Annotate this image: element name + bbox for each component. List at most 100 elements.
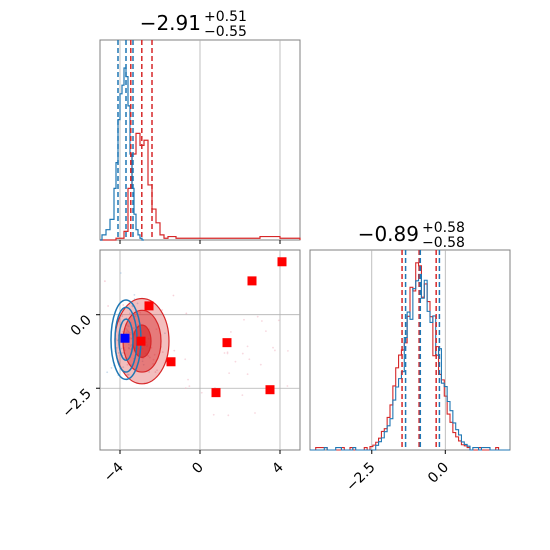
sample-dot (185, 312, 188, 315)
sample-dot (141, 360, 144, 363)
sample-dot (127, 331, 130, 333)
sample-dot (152, 363, 155, 365)
sample-dot (241, 352, 244, 355)
sample-dot (139, 311, 142, 314)
sample-dot (243, 318, 245, 321)
marginal-histogram-param2: −2.5 0.0 −0.89 +0.58 −0.58 (309, 220, 511, 495)
sample-dot (153, 353, 156, 356)
sample-dot (127, 374, 129, 376)
sample-dot (116, 339, 119, 342)
blue-histogram-series (100, 67, 144, 241)
sample-dot (133, 293, 136, 296)
sample-dot (121, 315, 124, 317)
sample-dot (260, 320, 263, 322)
sample-dot (127, 346, 130, 349)
sample-dot (149, 356, 151, 359)
red-marker (144, 301, 154, 311)
red-marker (277, 257, 287, 267)
sample-dot (154, 371, 157, 373)
sample-dot (277, 319, 280, 322)
sample-dot (103, 280, 106, 283)
sample-dot (184, 358, 187, 361)
sample-dot (212, 413, 215, 416)
sample-dot (130, 344, 133, 346)
red-marker (136, 336, 146, 346)
sample-dot (156, 369, 158, 372)
title-param2-sup: +0.58 (422, 220, 465, 236)
sample-dot (248, 358, 251, 361)
sample-dot (136, 324, 139, 326)
sample-dot (118, 320, 121, 323)
sample-dot (164, 332, 166, 335)
sample-dot (188, 385, 191, 388)
sample-dot (187, 378, 189, 381)
sample-dot (259, 363, 262, 366)
sample-dot (147, 355, 150, 357)
sample-dot (128, 331, 131, 334)
sample-dot (122, 304, 125, 306)
sample-dot (241, 394, 244, 397)
sample-dot (121, 330, 124, 333)
title-param1-sub: −0.55 (204, 24, 247, 40)
title-param2-sub: −0.58 (422, 235, 465, 251)
x-tick-label: 0 (189, 460, 207, 478)
sample-dot (134, 315, 137, 318)
sample-dot (148, 371, 151, 373)
sample-dot (133, 327, 135, 330)
sample-dot (119, 272, 122, 274)
title-param1-sup: +0.51 (204, 9, 247, 25)
x-tick-label: −4 (101, 459, 127, 485)
sample-dot (229, 331, 232, 333)
sample-dot (264, 330, 267, 333)
title-param2-value: −0.89 (358, 222, 419, 246)
red-marker (166, 357, 176, 367)
sample-dot (125, 331, 128, 334)
sample-dot (227, 414, 230, 417)
sample-dot (125, 328, 128, 330)
sample-dot (128, 312, 131, 315)
sample-dot (152, 358, 155, 361)
sample-dot (173, 349, 176, 352)
blue-histogram-series (310, 273, 510, 451)
x-tick-label: −2.5 (343, 460, 378, 495)
sample-dot (110, 367, 113, 369)
sample-dot (142, 363, 145, 366)
blue-density-contour (118, 318, 134, 362)
sample-dot (117, 352, 120, 354)
marginal-histogram-param1: −2.91 +0.51 −0.55 (99, 9, 301, 244)
sample-dot (274, 349, 276, 352)
red-histogram-series (310, 262, 510, 451)
blue-marker (120, 333, 130, 343)
sample-dot (161, 351, 164, 353)
sample-dot (122, 352, 124, 354)
red-marker (211, 388, 221, 398)
sample-dot (155, 328, 158, 331)
sample-dot (107, 305, 109, 307)
sample-dot (234, 360, 237, 363)
sample-dot (122, 366, 125, 369)
sample-dot (226, 352, 229, 355)
sample-dot (127, 325, 130, 328)
sample-dot (127, 343, 130, 346)
y-tick-label: 0.0 (68, 312, 95, 339)
sample-dot (223, 352, 226, 354)
sample-dot (119, 354, 121, 357)
axes-frame (309, 249, 511, 451)
joint-scatter-panel: −4 0 4 −2.5 0.0 (59, 249, 301, 485)
sample-dot (126, 363, 129, 366)
x-tick-label: 4 (269, 459, 287, 477)
sample-dot (120, 347, 123, 350)
sample-dot (161, 309, 163, 311)
sample-dot (254, 412, 256, 414)
sample-dot (256, 315, 259, 318)
sample-dot (228, 372, 231, 375)
sample-dot (129, 333, 132, 336)
red-histogram-series (100, 132, 301, 241)
sample-dot (141, 357, 144, 360)
title-param1-value: −2.91 (140, 11, 201, 35)
red-marker (222, 338, 232, 348)
sample-dot (172, 294, 175, 297)
sample-dot (286, 385, 289, 387)
red-marker (265, 385, 275, 395)
sample-dot (136, 302, 139, 305)
